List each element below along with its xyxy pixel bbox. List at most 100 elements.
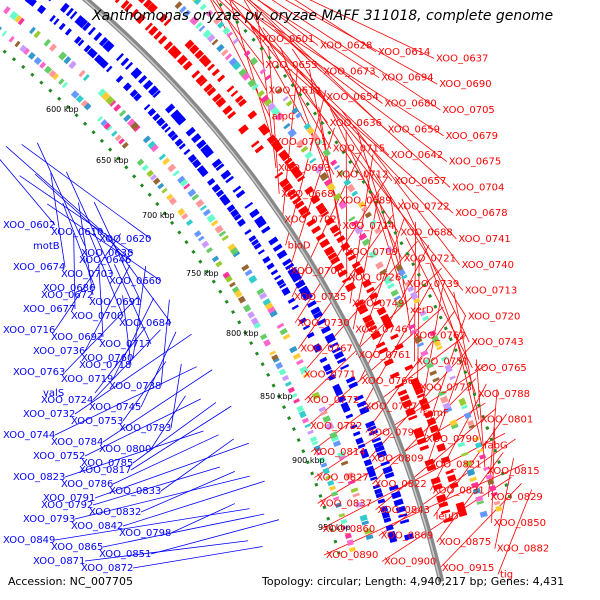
gene-arrow [318, 206, 328, 215]
gene-label-forward: XOO_0741 [458, 234, 510, 245]
gene-arrow [302, 324, 311, 331]
gene-arrow [388, 484, 399, 492]
gene-label-reverse: XOO_0832 [89, 507, 141, 518]
feature-block [407, 285, 415, 293]
gene-label-reverse: XOO_0791 [43, 493, 95, 504]
gene-arrow [212, 93, 222, 103]
gene-arrow [150, 5, 158, 14]
gene-arrow [399, 518, 410, 525]
gene-arrow [315, 232, 326, 242]
connector-line [160, 299, 170, 387]
gene-arrow [356, 303, 367, 312]
gene-arrow [384, 471, 395, 479]
gene-label-reverse: XOO_0792 [41, 500, 93, 511]
gene-label-forward: XOO_0890 [326, 550, 378, 561]
feature-block [263, 339, 272, 347]
gene-arrow [194, 49, 204, 60]
connector-line [218, 0, 261, 40]
connector-line [47, 203, 162, 282]
gene-arrow [367, 325, 378, 332]
gene-arrow [357, 443, 366, 449]
gene-arrow [429, 424, 440, 434]
gene-arrow [191, 70, 201, 79]
connector-line [307, 306, 444, 427]
connector-line [104, 232, 172, 324]
feature-block [106, 125, 113, 132]
gene-label-reverse: XOO_0871 [33, 556, 85, 567]
gene-arrow [282, 258, 292, 267]
feature-block [217, 21, 225, 29]
accession-text: Accession: NC_007705 [8, 575, 133, 588]
gene-arrow [314, 347, 323, 353]
gene-arrow [130, 67, 142, 79]
gene-arrow [333, 262, 345, 272]
gene-labels: XOO_0602XOO_0610XOO_0620motBXOO_0638XOO_… [3, 34, 549, 580]
feature-block [264, 302, 274, 311]
gene-arrow [286, 161, 297, 170]
gene-arrow [93, 31, 103, 42]
feature-block [299, 365, 309, 375]
feature-block [179, 179, 189, 187]
gene-arrow [311, 225, 322, 234]
feature-block [229, 281, 236, 288]
gene-label-reverse: XOO_0692 [51, 332, 103, 343]
feature-block [264, 74, 272, 81]
gene-arrow [298, 205, 310, 216]
feature-block [329, 485, 336, 491]
feature-block [123, 114, 132, 123]
feature-block [162, 157, 171, 166]
feature-block [279, 328, 288, 336]
gene-arrow [336, 357, 347, 365]
feature-block [262, 298, 272, 307]
gene-label-reverse: XOO_0638 [81, 248, 133, 259]
connector-line [271, 0, 441, 111]
feature-block [68, 60, 77, 70]
connector-line [92, 466, 221, 506]
feature-block [191, 193, 200, 201]
feature-block [14, 14, 22, 23]
connector-line [284, 0, 438, 85]
feature-block [322, 148, 331, 158]
gene-arrow [369, 292, 379, 301]
gene-arrow [165, 103, 176, 114]
connector-line [232, 7, 390, 156]
feature-block [214, 224, 224, 234]
connector-line [170, 503, 235, 534]
gene-arrow [163, 41, 174, 51]
gene-arrow [248, 235, 257, 243]
gene-label-forward: leuD [436, 511, 459, 522]
gene-arrow [333, 230, 342, 237]
feature-block [313, 445, 322, 453]
feature-block [146, 169, 155, 178]
gene-arrow [292, 196, 302, 205]
feature-block [355, 501, 364, 508]
feature-block [440, 355, 448, 362]
gene-label-forward: XOO_0679 [446, 131, 498, 142]
gene-arrow [374, 445, 385, 453]
gene-arrow [424, 458, 435, 467]
gene-label-forward: XOO_0821 [429, 460, 481, 471]
gene-label-forward: XOO_0762 [413, 331, 465, 342]
gene-arrow [173, 112, 185, 124]
feature-block [436, 345, 443, 351]
gene-label-reverse: XOO_0783 [119, 423, 171, 434]
gene-arrow [399, 394, 410, 402]
feature-block [450, 423, 459, 430]
feature-block [311, 391, 321, 400]
gene-arrow [354, 394, 364, 402]
connector-line [102, 513, 265, 548]
gene-arrow [345, 413, 354, 419]
gene-arrow [316, 318, 327, 326]
feature-block [33, 30, 41, 39]
connector-line [494, 458, 514, 549]
gene-label-forward: XOO_0761 [358, 350, 410, 361]
gene-arrow [412, 383, 423, 391]
feature-block [432, 377, 440, 383]
gene-arrow [385, 524, 394, 532]
connector-line [349, 148, 464, 291]
gene-arrow [196, 165, 206, 174]
feature-block [215, 260, 223, 268]
gene-arrow [167, 45, 178, 56]
gene-arrow [24, 0, 34, 5]
connector-line [430, 383, 487, 491]
